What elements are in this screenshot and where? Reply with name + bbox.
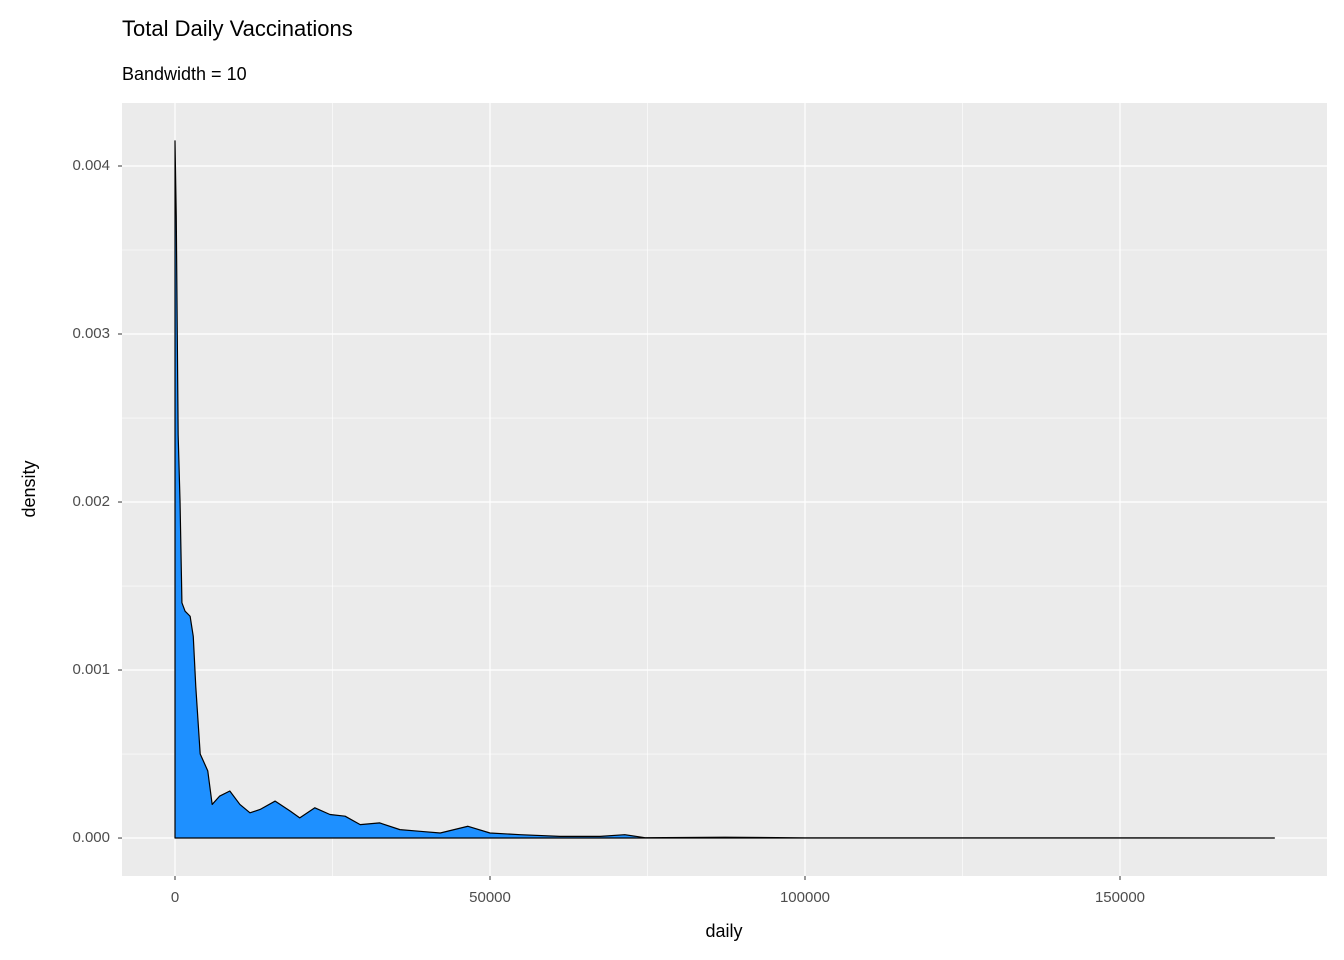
panel [122, 103, 1327, 876]
density-area [174, 140, 1275, 839]
x-tick-label: 150000 [1095, 889, 1145, 906]
y-axis-title: density [19, 460, 39, 517]
y-tick-label: 0.002 [72, 493, 110, 510]
y-tick-label: 0.003 [72, 325, 110, 342]
x-tick-label: 50000 [469, 889, 511, 906]
y-tick-label: 0.000 [72, 829, 110, 846]
chart-title: Total Daily Vaccinations [122, 16, 353, 41]
chart-subtitle: Bandwidth = 10 [122, 64, 247, 84]
y-tick-label: 0.001 [72, 661, 110, 678]
y-tick-label: 0.004 [72, 157, 110, 174]
x-tick-label: 0 [171, 889, 179, 906]
x-tick-label: 100000 [780, 889, 830, 906]
x-axis-title: daily [705, 921, 742, 941]
